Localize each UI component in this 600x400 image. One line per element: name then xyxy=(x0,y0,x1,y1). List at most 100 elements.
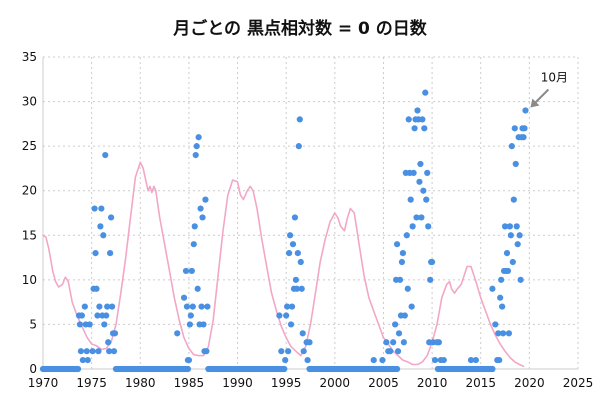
annotation-arrowhead xyxy=(530,98,540,108)
x-tick-label: 1995 xyxy=(271,376,302,390)
data-point xyxy=(472,356,479,364)
data-point xyxy=(101,321,108,328)
data-point xyxy=(194,285,201,292)
data-point xyxy=(508,143,515,150)
data-point xyxy=(278,348,285,355)
x-tick-label: 1990 xyxy=(222,376,253,390)
y-tick-label: 25 xyxy=(22,139,37,153)
y-tick-label: 0 xyxy=(29,362,37,376)
data-point xyxy=(286,250,293,257)
data-point xyxy=(286,232,294,239)
data-point xyxy=(193,143,200,150)
data-point xyxy=(79,356,86,364)
data-point xyxy=(394,348,402,355)
data-point xyxy=(203,348,210,355)
data-point xyxy=(392,321,399,328)
data-point xyxy=(506,223,514,230)
data-point xyxy=(110,348,118,355)
data-point xyxy=(520,134,527,141)
data-point xyxy=(395,330,403,337)
data-point xyxy=(95,348,102,355)
data-point xyxy=(298,285,305,292)
data-point xyxy=(517,276,524,283)
data-point xyxy=(102,151,109,159)
data-point xyxy=(296,116,303,123)
data-point xyxy=(398,258,406,266)
data-point xyxy=(104,303,111,310)
data-point xyxy=(500,330,507,337)
data-point xyxy=(276,312,283,319)
data-point xyxy=(94,312,101,319)
data-point xyxy=(81,303,88,310)
data-point xyxy=(489,285,496,292)
data-point xyxy=(390,339,397,346)
data-point xyxy=(503,250,511,257)
data-point xyxy=(416,178,423,185)
data-point xyxy=(435,339,442,346)
grid-lines xyxy=(42,56,579,370)
data-point xyxy=(427,276,434,283)
x-tick-label: 2020 xyxy=(514,376,545,390)
data-point xyxy=(186,321,193,328)
data-point xyxy=(107,214,115,221)
data-point-zero xyxy=(281,365,288,373)
data-point xyxy=(306,339,313,346)
data-point xyxy=(96,303,103,310)
data-point xyxy=(522,107,529,114)
data-point-zero xyxy=(489,365,496,373)
data-point xyxy=(379,356,386,364)
data-point xyxy=(418,214,425,221)
x-tick-label: 2025 xyxy=(563,376,594,390)
data-point xyxy=(507,232,514,239)
x-tick-label: 2010 xyxy=(417,376,448,390)
data-point xyxy=(198,303,205,310)
y-tick-label: 20 xyxy=(22,184,37,198)
data-point xyxy=(106,348,113,355)
zero-point-layer xyxy=(39,365,496,373)
data-point xyxy=(185,356,193,364)
data-point xyxy=(408,303,415,310)
data-point xyxy=(288,303,296,310)
data-point xyxy=(199,214,206,221)
data-point xyxy=(174,330,181,337)
data-point xyxy=(370,356,377,364)
x-tick-label: 1980 xyxy=(125,376,156,390)
data-point xyxy=(93,285,100,292)
x-tick-label: 2015 xyxy=(465,376,496,390)
data-point xyxy=(293,285,300,292)
data-point xyxy=(413,214,420,221)
data-point xyxy=(197,205,204,212)
x-tick-label: 1985 xyxy=(174,376,205,390)
data-point xyxy=(467,356,475,364)
annotation-layer: 10月 xyxy=(530,70,568,108)
y-tick-label: 15 xyxy=(22,228,37,242)
data-point xyxy=(419,116,426,123)
data-point xyxy=(300,348,307,355)
data-point xyxy=(299,330,306,337)
data-point xyxy=(495,330,502,337)
data-point xyxy=(411,125,418,132)
annotation-arrow xyxy=(533,88,550,105)
x-tick-label: 2000 xyxy=(320,376,351,390)
data-point xyxy=(431,356,439,364)
data-point xyxy=(89,348,96,355)
data-point xyxy=(403,232,410,239)
data-point xyxy=(297,258,304,266)
data-point xyxy=(410,169,417,176)
x-tick-label: 1975 xyxy=(76,376,107,390)
data-point xyxy=(183,303,191,310)
data-point xyxy=(393,241,401,248)
x-tick-label: 2005 xyxy=(368,376,399,390)
data-point xyxy=(97,223,104,230)
data-point-zero xyxy=(184,365,192,373)
data-point xyxy=(505,330,513,337)
data-point xyxy=(425,223,432,230)
data-point xyxy=(86,321,93,328)
data-point xyxy=(414,107,421,114)
smoothed-curve-layer xyxy=(42,161,525,368)
data-point xyxy=(513,223,520,230)
data-point xyxy=(76,321,84,328)
